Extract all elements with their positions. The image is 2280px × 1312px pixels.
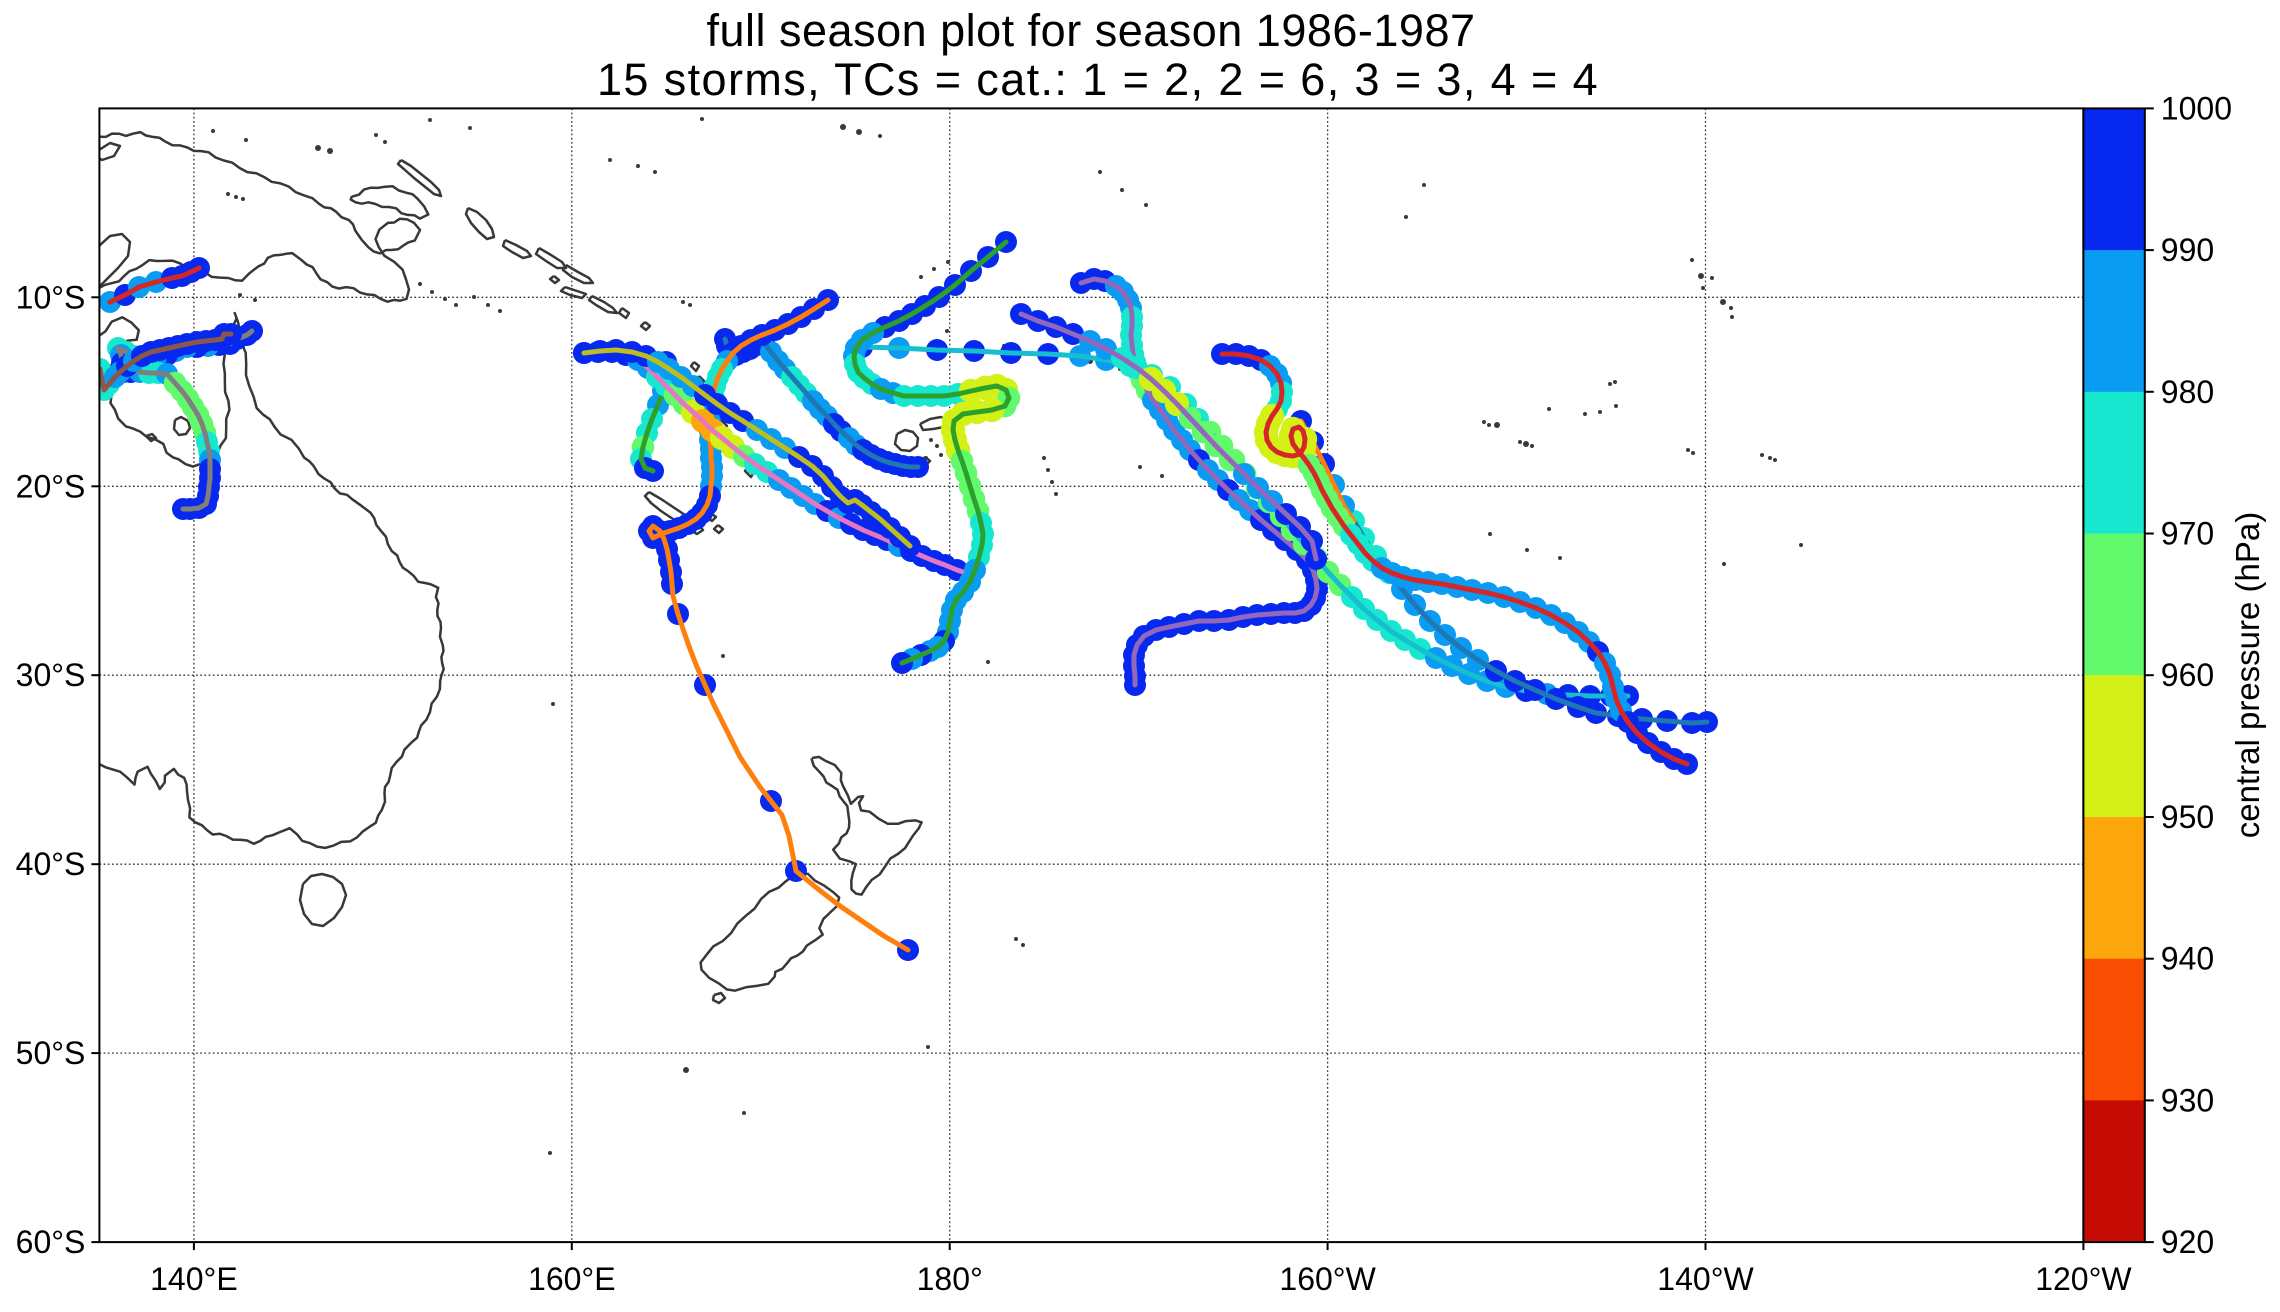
svg-text:920: 920 [2161,1224,2214,1260]
svg-text:full season plot for season 19: full season plot for season 1986-1987 [706,5,1475,56]
svg-text:central pressure (hPa): central pressure (hPa) [2229,512,2266,838]
svg-text:930: 930 [2161,1082,2214,1118]
svg-text:940: 940 [2161,941,2214,977]
svg-text:960: 960 [2161,657,2214,693]
svg-text:120°W: 120°W [2035,1261,2132,1297]
svg-text:990: 990 [2161,232,2214,268]
svg-text:950: 950 [2161,799,2214,835]
svg-text:1000: 1000 [2161,90,2232,126]
svg-text:20°S: 20°S [16,468,86,504]
svg-text:980: 980 [2161,374,2214,410]
svg-text:15 storms, TCs = cat.: 1 = 2,: 15 storms, TCs = cat.: 1 = 2, 2 = 6, 3 =… [597,54,1599,105]
svg-text:180°: 180° [917,1261,983,1297]
svg-text:160°W: 160°W [1279,1261,1376,1297]
svg-text:60°S: 60°S [16,1224,86,1260]
svg-text:140°E: 140°E [150,1261,238,1297]
svg-text:50°S: 50°S [16,1035,86,1071]
svg-text:160°E: 160°E [528,1261,616,1297]
svg-text:40°S: 40°S [16,846,86,882]
svg-text:970: 970 [2161,516,2214,552]
svg-text:10°S: 10°S [16,279,86,315]
svg-text:30°S: 30°S [16,657,86,693]
svg-text:140°W: 140°W [1657,1261,1754,1297]
